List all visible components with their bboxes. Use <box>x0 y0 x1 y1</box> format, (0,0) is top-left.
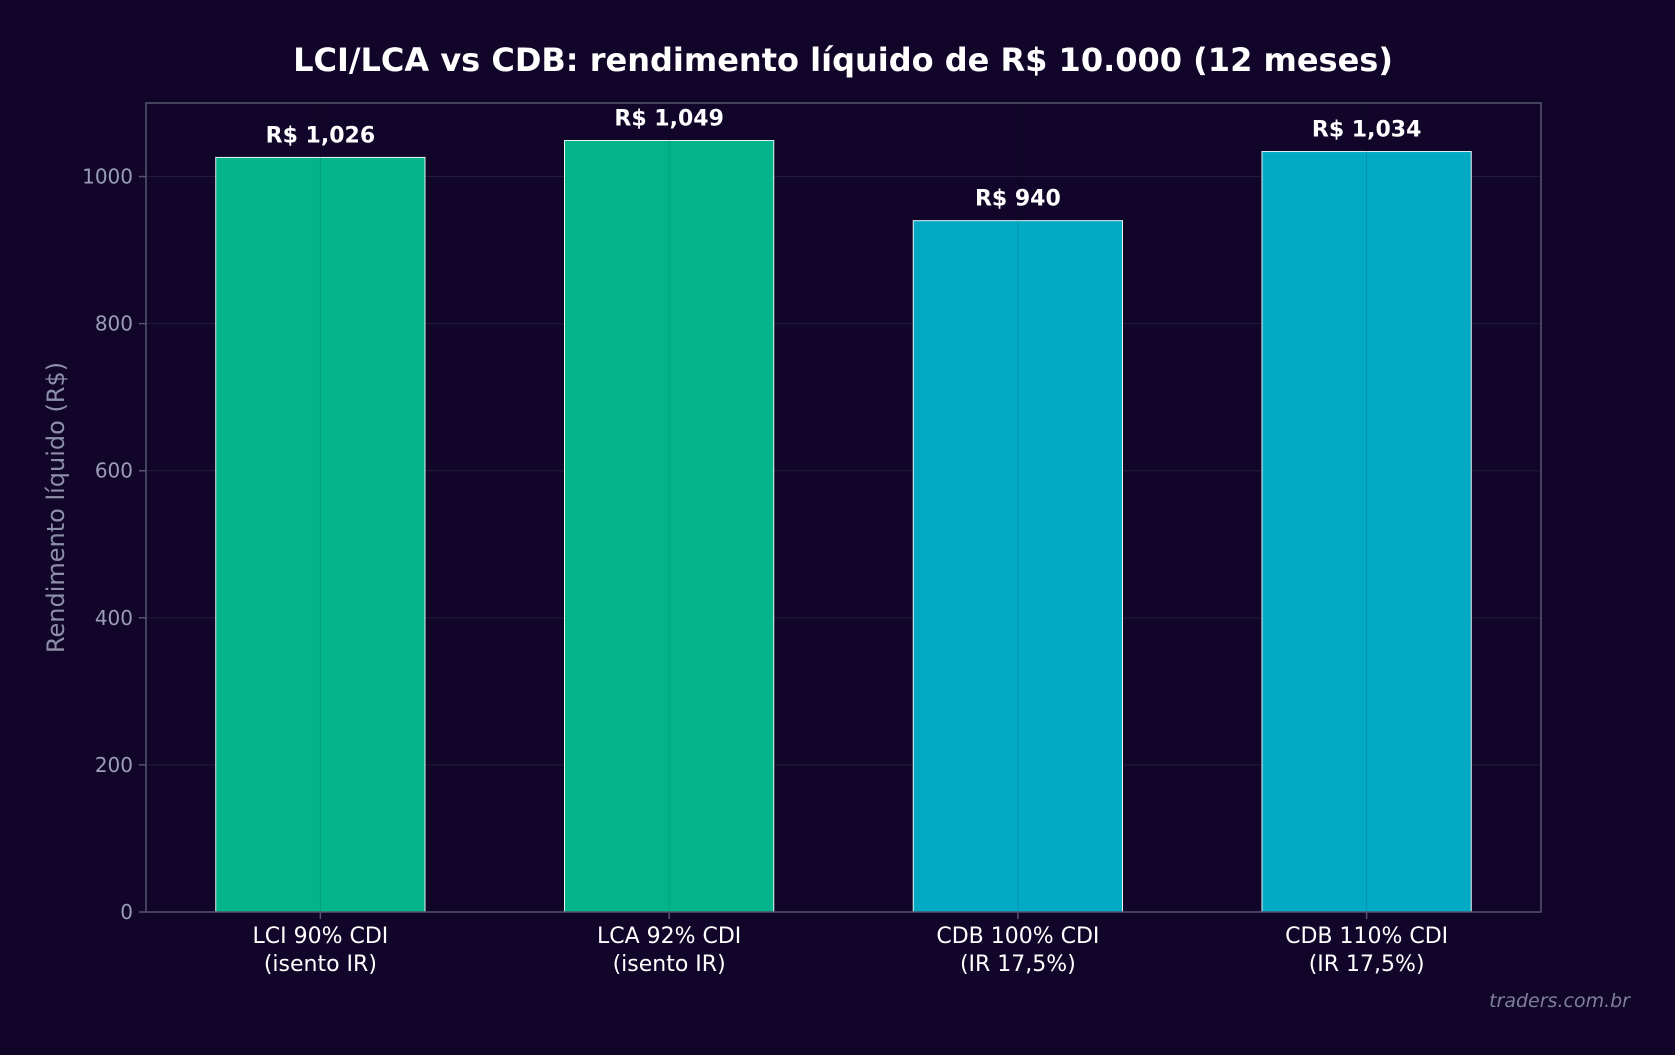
y-tick-label-0: 0 <box>120 900 133 924</box>
value-label-3: R$ 1,034 <box>1312 118 1422 143</box>
y-axis-label: Rendimento líquido (R$) <box>42 362 70 653</box>
bar-1 <box>564 140 775 913</box>
y-axis-ticks: 0 200 400 600 800 1000 <box>82 165 146 924</box>
value-labels: R$ 1,026 R$ 1,049 R$ 940 R$ 1,034 <box>266 107 1422 212</box>
value-label-2: R$ 940 <box>975 187 1061 212</box>
y-tick-label-400: 400 <box>95 606 133 630</box>
vertical-grid-lines <box>319 103 1368 912</box>
bar-0 <box>215 156 426 913</box>
bar-3 <box>1261 151 1472 913</box>
value-label-1: R$ 1,049 <box>614 107 724 132</box>
plot-frame <box>145 102 1542 913</box>
x-tick-label-2: CDB 100% CDI (IR 17,5%) <box>936 924 1099 977</box>
x-tick-label-1: LCA 92% CDI (isento IR) <box>597 924 741 977</box>
y-tick-label-600: 600 <box>95 459 133 483</box>
value-label-0: R$ 1,026 <box>266 123 376 148</box>
x-tick-label-0: LCI 90% CDI (isento IR) <box>252 924 388 977</box>
x-tick-label-3: CDB 110% CDI (IR 17,5%) <box>1285 924 1448 977</box>
y-tick-label-1000: 1000 <box>82 165 133 189</box>
x-axis-labels: LCI 90% CDI (isento IR) LCA 92% CDI (isento… <box>252 912 1448 977</box>
y-tick-label-800: 800 <box>95 312 133 336</box>
chart-title: LCI/LCA vs CDB: rendimento líquido de R$… <box>293 41 1393 79</box>
bar-2 <box>912 220 1123 913</box>
watermark: traders.com.br <box>1489 990 1631 1012</box>
y-tick-label-200: 200 <box>95 753 133 777</box>
bars <box>215 140 1472 913</box>
